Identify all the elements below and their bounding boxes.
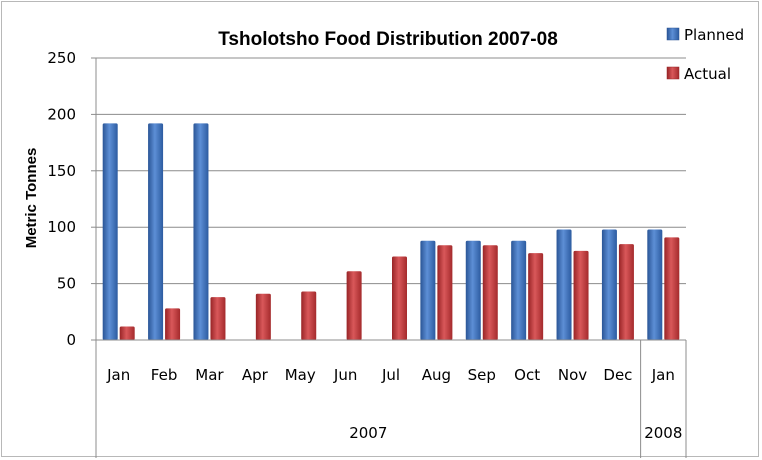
legend-swatch-actual [666,66,680,80]
x-group-label: 2007 [349,424,387,442]
x-tick-label: Apr [242,366,269,384]
legend: Planned Actual [666,26,744,83]
y-tick-label: 200 [47,105,76,123]
bar-planned-9 [511,240,527,340]
x-tick-label: Dec [603,366,632,384]
bar-actual-7 [437,245,453,340]
legend-label-planned: Planned [684,26,744,44]
x-tick-label: Jun [333,366,357,384]
x-tick-label: Mar [195,366,224,384]
bar-planned-7 [420,240,436,340]
bar-actual-8 [482,245,498,340]
chart-title: Tsholotsho Food Distribution 2007-08 [218,29,558,50]
bar-planned-12 [647,229,663,340]
bar-actual-12 [664,237,680,340]
y-axis-label: Metric Tonnes [23,148,40,249]
bar-planned-11 [601,229,617,340]
bar-actual-4 [301,291,317,340]
x-tick-label: Jan [651,366,675,384]
bar-actual-6 [392,256,407,340]
bar-actual-9 [528,253,544,340]
legend-label-actual: Actual [684,65,731,83]
x-tick-label: Sep [468,366,496,384]
x-group-label: 2008 [644,424,682,442]
bar-planned-0 [102,123,118,340]
bar-actual-2 [210,297,226,340]
x-tick-label: Feb [151,366,178,384]
x-tick-label: Nov [558,366,587,384]
bar-planned-10 [556,229,572,340]
y-tick-labels: 0 50 100 150 200 250 [47,49,76,349]
x-tick-label: Jul [381,366,400,384]
y-tick-label: 100 [47,218,76,236]
x-tick-labels: Jan Feb Mar Apr May Jun Jul Aug Sep Oct Nov Dec Jan 2… [106,366,682,442]
y-tick-label: 0 [66,331,76,349]
x-tick-label: Jan [106,366,130,384]
bar-planned-8 [465,240,481,340]
axes [91,57,687,458]
bar-actual-11 [618,244,634,340]
y-tick-label: 150 [47,162,76,180]
x-tick-label: Oct [514,366,540,384]
bar-actual-3 [255,293,271,340]
x-tick-label: Aug [422,366,451,384]
bars [102,123,680,340]
y-tick-label: 250 [47,49,76,67]
bar-actual-1 [165,308,181,340]
bar-actual-5 [346,271,362,340]
bar-actual-10 [573,250,589,340]
gridlines [96,57,686,285]
bar-actual-0 [119,326,135,340]
bar-planned-1 [148,123,164,340]
y-tick-label: 50 [57,275,76,293]
x-tick-label: May [285,366,316,384]
bar-planned-2 [193,123,209,340]
legend-swatch-planned [666,27,680,41]
